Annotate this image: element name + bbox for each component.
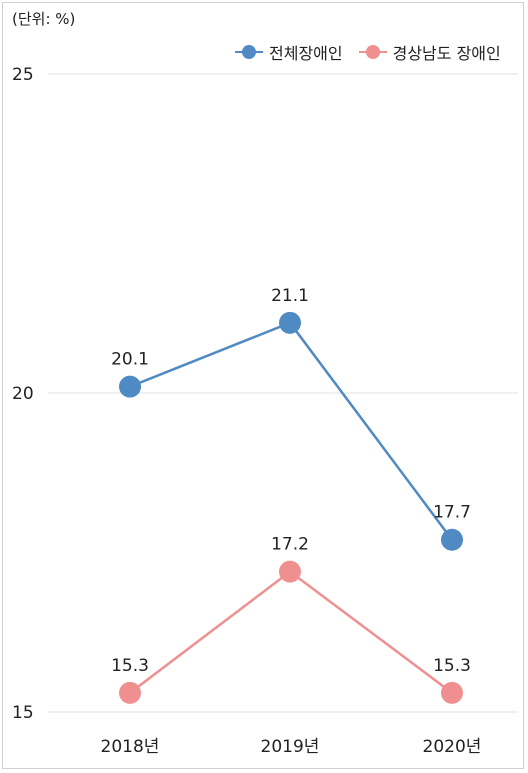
legend-item-series-1: 전체장애인 [235,40,343,64]
data-label: 17.2 [271,535,309,555]
series-line-1 [129,321,454,541]
data-label: 20.1 [111,350,149,370]
data-label: 17.7 [433,503,471,523]
series-line-2 [129,570,453,694]
data-point [441,528,463,551]
data-point [119,375,141,398]
data-point [279,560,301,583]
legend-label-series-1: 전체장애인 [269,44,343,63]
data-label: 15.3 [433,656,471,676]
data-point [279,311,301,334]
x-tick-label: 2020년 [423,737,482,757]
x-tick-label: 2019년 [261,737,320,757]
data-point [441,681,463,704]
legend: 전체장애인 경상남도 장애인 [235,40,501,64]
legend-marker-series-2 [358,45,387,59]
legend-marker-series-1 [235,45,263,59]
data-point [119,681,141,704]
unit-label: (단위: %) [12,10,76,28]
data-label: 15.3 [111,656,149,676]
data-label: 21.1 [271,286,309,306]
y-tick-label: 20 [12,384,34,404]
x-tick-label: 2018년 [101,737,160,757]
y-tick-label: 15 [12,703,34,723]
legend-label-series-2: 경상남도 장애인 [392,44,501,63]
y-tick-label: 25 [12,65,34,85]
legend-item-series-2: 경상남도 장애인 [358,40,501,64]
